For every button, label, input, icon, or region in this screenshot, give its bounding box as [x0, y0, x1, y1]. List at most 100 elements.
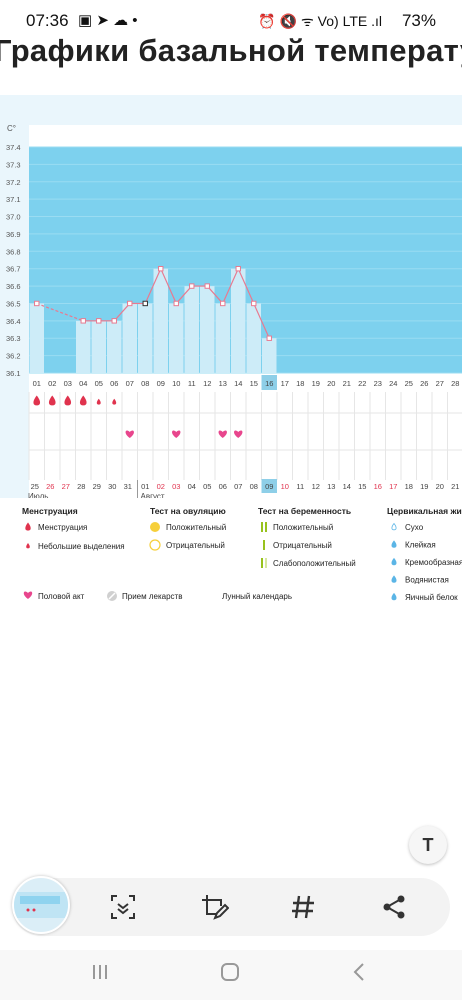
legend-pregnancy-negative-icon [263, 540, 265, 550]
x-day-label: 26 [420, 379, 428, 388]
calendar-date-label: 04 [188, 482, 196, 491]
temperature-point [111, 318, 117, 324]
back-nav-icon[interactable] [340, 960, 380, 990]
legend-item: Прием лекарств [122, 592, 182, 601]
temperature-bar [138, 303, 153, 373]
temperature-point [189, 283, 195, 289]
scan-icon[interactable] [108, 892, 138, 922]
calendar-date-label: 21 [451, 482, 459, 491]
temperature-point [266, 335, 272, 341]
legend-pregnancy-positive-icon [261, 522, 263, 532]
legend-item: Водянистая [405, 576, 449, 585]
temperature-line-segment [36, 302, 84, 322]
current-day-highlight [261, 375, 277, 390]
image-thumbnail[interactable] [12, 876, 70, 934]
y-tick-label: 36.7 [6, 265, 21, 274]
calendar-date-label: 02 [157, 482, 165, 491]
legend-item: Менструация [38, 523, 87, 532]
legend-item: Слабоположительный [273, 559, 356, 568]
calendar-date-label: 20 [436, 482, 444, 491]
legend-light-bleeding-icon [26, 543, 30, 549]
legend-panel [0, 498, 462, 615]
calendar-date-label: 15 [358, 482, 366, 491]
battery-level: 73% [401, 11, 436, 30]
calendar-date-label: 01 [141, 482, 149, 491]
y-tick-label: 36.9 [6, 230, 21, 239]
temperature-point [251, 300, 257, 307]
x-day-label: 04 [79, 379, 87, 388]
temperature-point [127, 300, 133, 307]
calendar-date-label: 14 [343, 482, 351, 491]
legend-title: Цервикальная жи [387, 506, 462, 516]
calendar-date-label: 10 [281, 482, 289, 491]
temperature-bar [107, 320, 122, 373]
x-day-label: 27 [436, 379, 444, 388]
calendar-date-label: 19 [420, 482, 428, 491]
calendar-date-label: 27 [62, 482, 70, 491]
share-icon[interactable] [379, 892, 409, 922]
legend-item: Половой акт [38, 592, 85, 601]
calendar-date-label: 30 [108, 482, 116, 491]
hashtag-icon[interactable] [288, 892, 318, 922]
x-day-label: 12 [203, 379, 211, 388]
home-nav-icon[interactable] [210, 960, 250, 990]
temperature-line-segment [113, 303, 131, 322]
intercourse-heart-icon [125, 430, 134, 438]
x-day-label: 03 [64, 379, 72, 388]
y-tick-label: 36.6 [6, 282, 21, 291]
temperature-bar [262, 338, 277, 373]
navigation-bar [0, 950, 462, 1000]
page-title: Графики базальной температу [0, 33, 462, 68]
x-day-label: 15 [250, 379, 258, 388]
legend-cervical-icon [391, 522, 397, 531]
calendar-date-label: 13 [327, 482, 335, 491]
x-day-label: 17 [281, 379, 289, 388]
temperature-bar [200, 286, 215, 373]
menstruation-drop-icon [33, 395, 41, 406]
legend-cervical-icon [391, 540, 397, 548]
crop-edit-icon[interactable] [199, 892, 230, 922]
x-day-label: 14 [234, 379, 242, 388]
light-bleeding-drop-icon [112, 398, 117, 405]
y-tick-label: 36.2 [6, 352, 21, 361]
x-day-label: 22 [358, 379, 366, 388]
calendar-date-label: 05 [203, 482, 211, 491]
bottom-toolbar [12, 878, 450, 936]
legend-item: Яичный белок [405, 593, 458, 602]
calendar-date-label: 03 [172, 482, 180, 491]
calendar-date-label: 25 [31, 482, 39, 491]
calendar-date-label: 16 [374, 482, 382, 491]
x-day-label: 28 [451, 379, 459, 388]
recents-nav-icon[interactable] [80, 960, 120, 990]
y-tick-label: 37.4 [6, 143, 21, 152]
legend-title: Тест на беременность [258, 506, 351, 516]
y-tick-label: 36.8 [6, 247, 21, 256]
temperature-point [158, 265, 164, 272]
intercourse-heart-icon [218, 430, 227, 438]
x-day-label: 23 [374, 379, 382, 388]
legend-ovulation-negative-icon [149, 539, 161, 551]
legend-item: Положительный [273, 523, 333, 532]
temperature-bar [246, 303, 261, 373]
legend-item: Клейкая [405, 541, 436, 550]
y-tick-label: 36.4 [6, 317, 21, 326]
calendar-date-label: 18 [405, 482, 413, 491]
legend-title: Тест на овуляцию [150, 506, 226, 516]
menstruation-drop-icon [64, 395, 72, 406]
temperature-line-segment [160, 268, 177, 304]
temperature-bar [122, 303, 137, 373]
status-bar: 07:36 ▣ ➤ ☁ • ⏰ 🔇 ᯤ Vo) LTE .ıl 73% [0, 0, 462, 40]
legend-item: Лунный календарь [222, 592, 292, 601]
temperature-bar [215, 303, 230, 373]
temperature-point [204, 283, 210, 289]
text-extract-icon[interactable]: T [409, 826, 447, 864]
calendar-date-label: 28 [77, 482, 85, 491]
temperature-line-segment [206, 285, 224, 304]
light-bleeding-drop-icon [96, 398, 101, 405]
temperature-line-segment [237, 268, 255, 304]
status-time: 07:36 [26, 11, 69, 30]
y-tick-label: 37.1 [6, 195, 21, 204]
menstruation-drop-icon [79, 395, 87, 406]
x-day-label: 02 [48, 379, 56, 388]
temperature-bar [91, 320, 106, 373]
